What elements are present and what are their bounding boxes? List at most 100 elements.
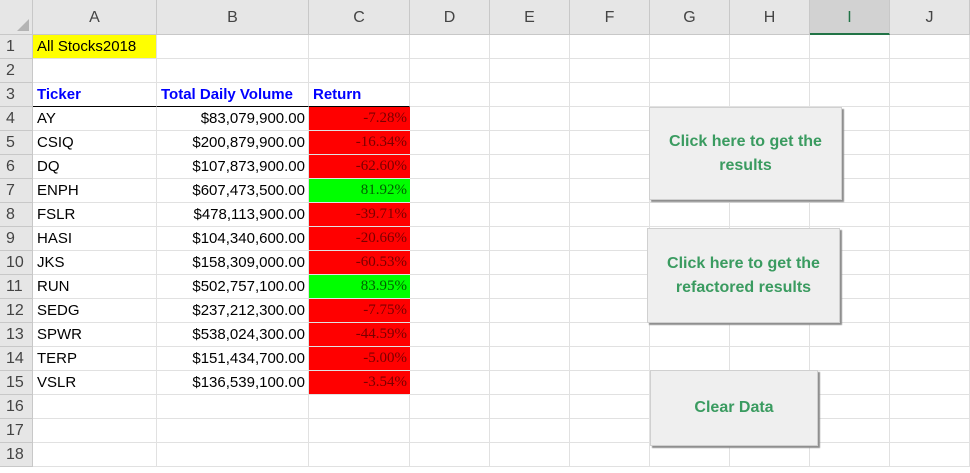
cell[interactable]: [490, 35, 570, 59]
row-header-16[interactable]: 16: [0, 395, 33, 419]
cell[interactable]: [810, 35, 890, 59]
cell[interactable]: [890, 443, 970, 467]
column-header-e[interactable]: E: [490, 0, 570, 35]
cell[interactable]: [490, 275, 570, 299]
cell[interactable]: [410, 323, 490, 347]
cell[interactable]: [490, 347, 570, 371]
cell[interactable]: [890, 371, 970, 395]
cell[interactable]: [410, 443, 490, 467]
cell[interactable]: [810, 443, 890, 467]
cell[interactable]: [490, 155, 570, 179]
cell[interactable]: [410, 251, 490, 275]
cell[interactable]: [410, 59, 490, 83]
cell[interactable]: [410, 35, 490, 59]
cell[interactable]: [490, 107, 570, 131]
cell[interactable]: [410, 83, 490, 107]
cell[interactable]: [490, 59, 570, 83]
cell[interactable]: [890, 347, 970, 371]
volume-cell[interactable]: $200,879,900.00: [157, 131, 309, 155]
cell[interactable]: [309, 443, 410, 467]
ticker-cell[interactable]: HASI: [33, 227, 157, 251]
cell[interactable]: [570, 371, 650, 395]
row-header-15[interactable]: 15: [0, 371, 33, 395]
volume-cell[interactable]: $237,212,300.00: [157, 299, 309, 323]
cell[interactable]: [890, 203, 970, 227]
select-all-corner[interactable]: [0, 0, 33, 35]
cell[interactable]: [890, 395, 970, 419]
cell[interactable]: [490, 203, 570, 227]
cell[interactable]: [410, 347, 490, 371]
cell[interactable]: [730, 35, 810, 59]
row-header-5[interactable]: 5: [0, 131, 33, 155]
cell[interactable]: [650, 59, 730, 83]
ticker-cell[interactable]: SEDG: [33, 299, 157, 323]
cell[interactable]: [730, 83, 810, 107]
cell[interactable]: [890, 275, 970, 299]
column-header-a[interactable]: A: [33, 0, 157, 35]
cell[interactable]: [810, 203, 890, 227]
row-header-13[interactable]: 13: [0, 323, 33, 347]
cell[interactable]: [33, 443, 157, 467]
row-header-9[interactable]: 9: [0, 227, 33, 251]
return-cell[interactable]: 81.92%: [309, 179, 410, 203]
cell[interactable]: [490, 131, 570, 155]
cell[interactable]: [810, 107, 890, 131]
cell[interactable]: [410, 203, 490, 227]
cell[interactable]: [570, 299, 650, 323]
column-header-g[interactable]: G: [650, 0, 730, 35]
row-header-18[interactable]: 18: [0, 443, 33, 467]
volume-cell[interactable]: $478,113,900.00: [157, 203, 309, 227]
cell[interactable]: [157, 443, 309, 467]
return-cell[interactable]: -7.28%: [309, 107, 410, 131]
cell[interactable]: [490, 443, 570, 467]
cell[interactable]: [570, 443, 650, 467]
cell[interactable]: [650, 35, 730, 59]
volume-cell[interactable]: $136,539,100.00: [157, 371, 309, 395]
cell[interactable]: [410, 107, 490, 131]
cell[interactable]: [890, 299, 970, 323]
row-header-17[interactable]: 17: [0, 419, 33, 443]
cell[interactable]: [570, 155, 650, 179]
clear-data-button[interactable]: Clear Data: [650, 370, 818, 446]
column-header-c[interactable]: C: [309, 0, 410, 35]
cell[interactable]: [890, 155, 970, 179]
cell[interactable]: [650, 203, 730, 227]
volume-cell[interactable]: $151,434,700.00: [157, 347, 309, 371]
volume-cell[interactable]: $502,757,100.00: [157, 275, 309, 299]
column-header-j[interactable]: J: [890, 0, 970, 35]
cell[interactable]: [810, 155, 890, 179]
return-cell[interactable]: -44.59%: [309, 323, 410, 347]
cell[interactable]: [410, 179, 490, 203]
cell[interactable]: [570, 179, 650, 203]
cell[interactable]: [570, 251, 650, 275]
cell[interactable]: [309, 419, 410, 443]
cell[interactable]: [890, 227, 970, 251]
cell[interactable]: [410, 419, 490, 443]
volume-cell[interactable]: $607,473,500.00: [157, 179, 309, 203]
cell[interactable]: [490, 179, 570, 203]
cell[interactable]: [730, 323, 810, 347]
ticker-cell[interactable]: AY: [33, 107, 157, 131]
header-return[interactable]: Return: [309, 83, 410, 107]
cell[interactable]: [810, 419, 890, 443]
row-header-7[interactable]: 7: [0, 179, 33, 203]
cell[interactable]: [410, 395, 490, 419]
row-header-8[interactable]: 8: [0, 203, 33, 227]
header-ticker[interactable]: Ticker: [33, 83, 157, 107]
cell[interactable]: [490, 83, 570, 107]
cell[interactable]: [890, 251, 970, 275]
cell[interactable]: [33, 395, 157, 419]
ticker-cell[interactable]: TERP: [33, 347, 157, 371]
cell[interactable]: [810, 275, 890, 299]
return-cell[interactable]: -16.34%: [309, 131, 410, 155]
row-header-2[interactable]: 2: [0, 59, 33, 83]
ticker-cell[interactable]: CSIQ: [33, 131, 157, 155]
return-cell[interactable]: 83.95%: [309, 275, 410, 299]
cell[interactable]: [730, 59, 810, 83]
cell[interactable]: [157, 395, 309, 419]
cell[interactable]: [309, 35, 410, 59]
cell[interactable]: [730, 203, 810, 227]
cell[interactable]: [309, 59, 410, 83]
cell[interactable]: [890, 35, 970, 59]
cell[interactable]: [570, 323, 650, 347]
